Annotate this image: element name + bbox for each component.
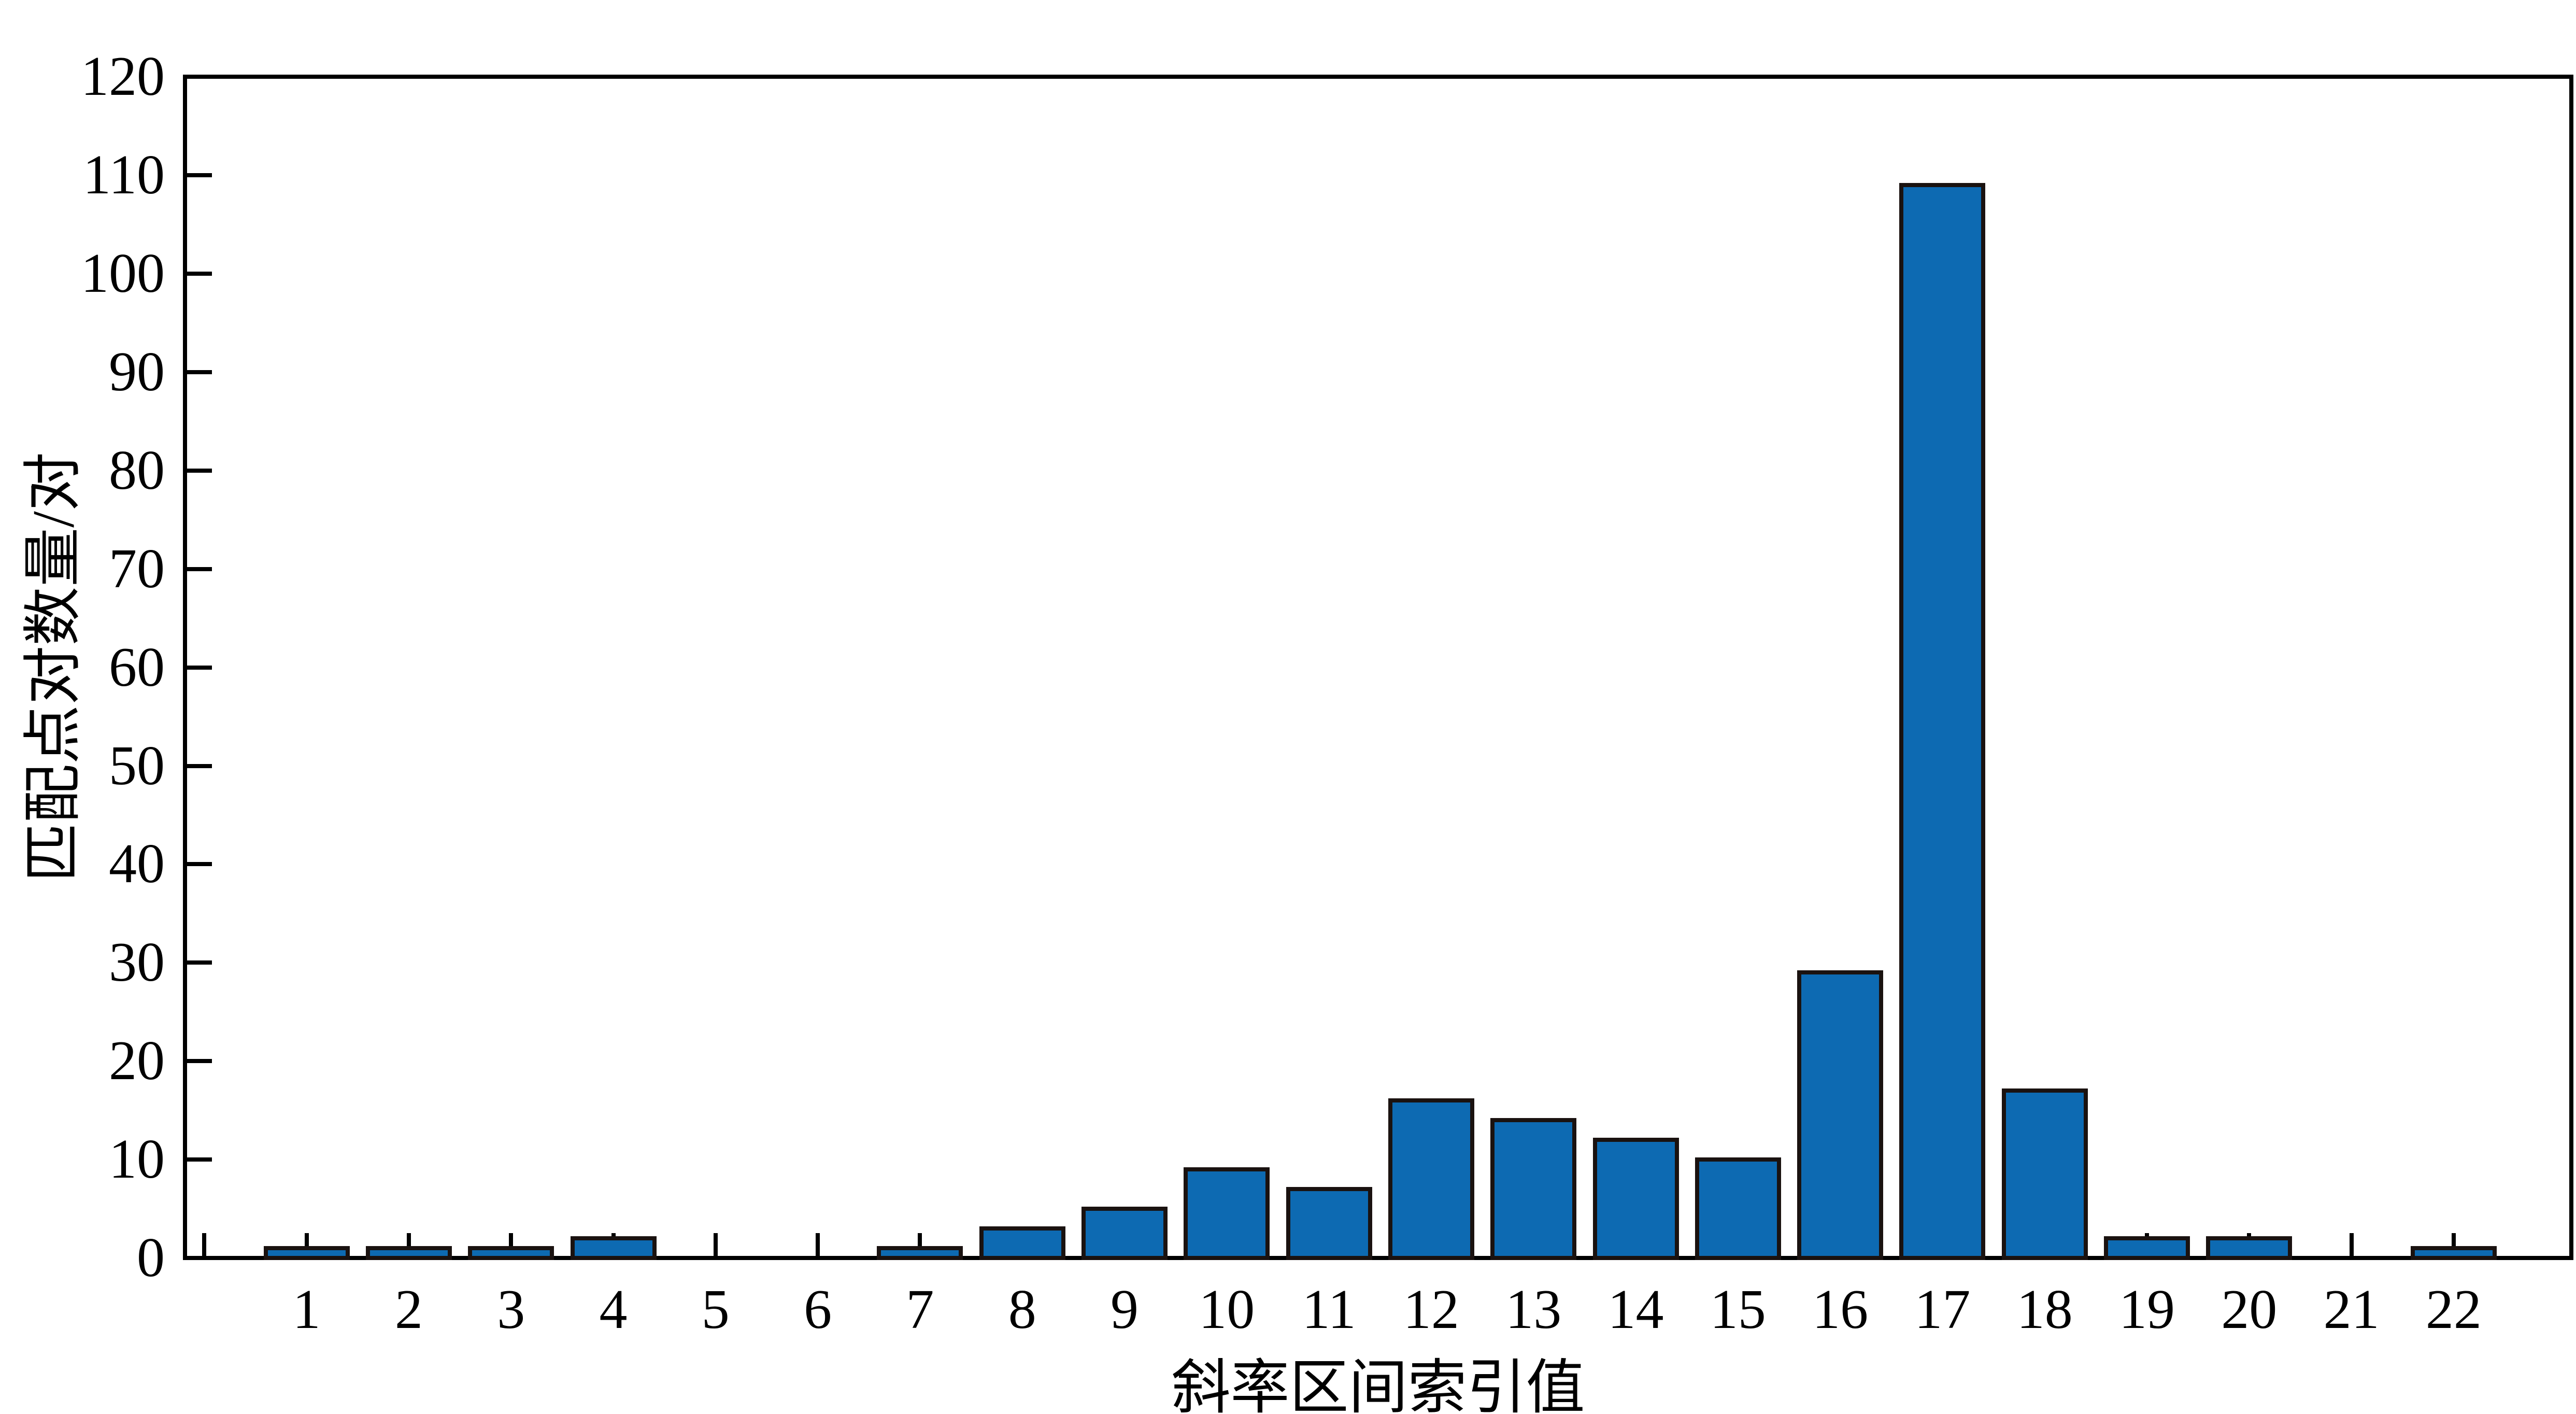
x-tick-label-18: 18 xyxy=(2016,1279,2073,1340)
y-tick-label-40: 40 xyxy=(109,833,165,895)
x-axis-title: 斜率区间索引值 xyxy=(1171,1355,1585,1414)
x-tick-5 xyxy=(713,1233,718,1258)
x-tick-label-20: 20 xyxy=(2221,1279,2278,1340)
bar-14 xyxy=(1592,1138,1679,1260)
bar-16 xyxy=(1797,970,1884,1260)
x-tick-label-14: 14 xyxy=(1607,1279,1664,1340)
bar-13 xyxy=(1490,1118,1577,1260)
bar-11 xyxy=(1286,1187,1372,1260)
x-tick-label-4: 4 xyxy=(599,1279,628,1340)
x-tick-label-7: 7 xyxy=(906,1279,934,1340)
y-tick-label-50: 50 xyxy=(109,734,165,797)
y-tick-label-120: 120 xyxy=(81,46,165,108)
x-tick-7 xyxy=(918,1233,922,1258)
y-tick-label-100: 100 xyxy=(81,243,165,304)
x-tick-label-19: 19 xyxy=(2119,1279,2175,1340)
bar-10 xyxy=(1184,1167,1270,1260)
y-tick-70 xyxy=(187,567,212,571)
bar-2 xyxy=(365,1246,452,1260)
y-axis-title: 匹配点对数量/对 xyxy=(20,452,87,882)
x-tick-22 xyxy=(2451,1233,2456,1258)
x-tick-label-1: 1 xyxy=(292,1279,321,1340)
bar-12 xyxy=(1388,1098,1474,1260)
y-tick-10 xyxy=(187,1157,212,1162)
x-tick-label-16: 16 xyxy=(1812,1279,1869,1340)
y-tick-label-90: 90 xyxy=(109,341,165,403)
x-tick-label-5: 5 xyxy=(701,1279,730,1340)
x-tick-0 xyxy=(202,1233,207,1258)
bar-7 xyxy=(877,1246,963,1260)
x-tick-6 xyxy=(816,1233,820,1258)
y-tick-label-110: 110 xyxy=(83,144,165,206)
x-tick-label-21: 21 xyxy=(2323,1279,2380,1340)
x-tick-label-6: 6 xyxy=(804,1279,832,1340)
y-tick-label-70: 70 xyxy=(109,538,165,600)
bar-19 xyxy=(2104,1236,2190,1260)
bar-20 xyxy=(2206,1236,2293,1260)
x-tick-label-3: 3 xyxy=(497,1279,525,1340)
y-tick-60 xyxy=(187,665,212,670)
y-tick-label-30: 30 xyxy=(109,931,165,994)
x-tick-label-15: 15 xyxy=(1710,1279,1766,1340)
bar-1 xyxy=(263,1246,350,1260)
bar-22 xyxy=(2410,1246,2497,1260)
bar-9 xyxy=(1081,1207,1168,1260)
bar-17 xyxy=(1899,183,1986,1260)
y-tick-30 xyxy=(187,960,212,965)
y-tick-90 xyxy=(187,370,212,374)
x-tick-label-10: 10 xyxy=(1199,1279,1255,1340)
y-tick-label-0: 0 xyxy=(137,1227,165,1289)
y-tick-20 xyxy=(187,1059,212,1064)
bar-3 xyxy=(468,1246,554,1260)
x-tick-3 xyxy=(509,1233,514,1258)
y-tick-label-80: 80 xyxy=(109,439,165,501)
bar-18 xyxy=(2001,1088,2088,1260)
y-tick-40 xyxy=(187,862,212,867)
x-tick-21 xyxy=(2349,1233,2354,1258)
y-tick-100 xyxy=(187,272,212,276)
y-tick-50 xyxy=(187,763,212,768)
x-tick-label-22: 22 xyxy=(2425,1279,2482,1340)
x-tick-label-13: 13 xyxy=(1505,1279,1562,1340)
y-tick-80 xyxy=(187,468,212,473)
x-tick-label-9: 9 xyxy=(1111,1279,1138,1340)
y-tick-110 xyxy=(187,173,212,178)
x-tick-label-8: 8 xyxy=(1008,1279,1036,1340)
y-tick-label-60: 60 xyxy=(109,636,165,698)
x-tick-label-17: 17 xyxy=(1914,1279,1971,1340)
bar-15 xyxy=(1695,1157,1781,1260)
x-tick-label-11: 11 xyxy=(1302,1279,1356,1340)
x-tick-1 xyxy=(304,1233,309,1258)
x-tick-label-2: 2 xyxy=(394,1279,423,1340)
x-tick-label-12: 12 xyxy=(1403,1279,1459,1340)
x-tick-2 xyxy=(406,1233,411,1258)
bar-4 xyxy=(570,1236,657,1260)
y-tick-label-20: 20 xyxy=(109,1030,165,1092)
bar-8 xyxy=(979,1226,1065,1260)
plot-area xyxy=(183,75,2573,1260)
y-tick-label-10: 10 xyxy=(109,1128,165,1191)
